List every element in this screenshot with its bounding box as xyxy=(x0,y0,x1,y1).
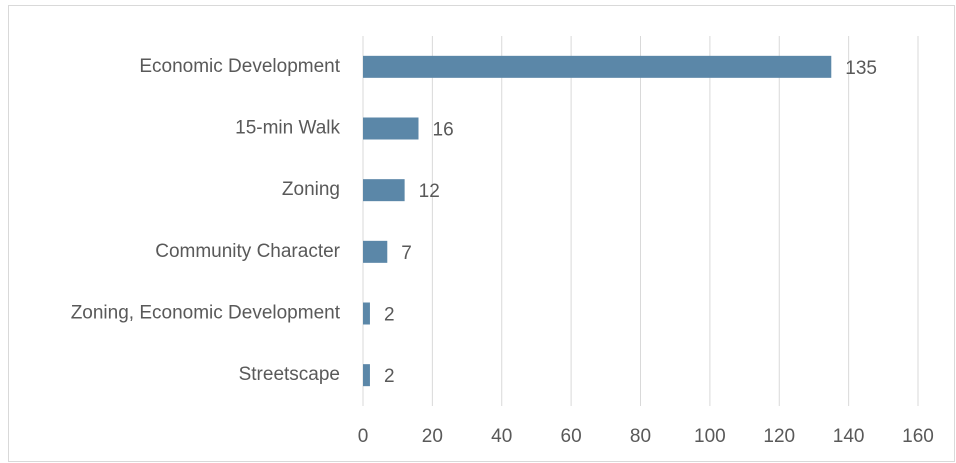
data-label: 2 xyxy=(384,305,395,326)
data-label: 2 xyxy=(384,366,395,387)
x-tick-label: 40 xyxy=(491,426,512,447)
x-tick-label: 100 xyxy=(694,426,726,447)
y-tick-label: 15-min Walk xyxy=(235,118,340,139)
x-tick-label: 20 xyxy=(422,426,443,447)
y-tick-label: Community Character xyxy=(155,241,340,262)
bar xyxy=(363,179,405,202)
x-tick-label: 60 xyxy=(561,426,582,447)
y-tick-label: Streetscape xyxy=(239,364,340,385)
data-label: 12 xyxy=(419,181,440,202)
y-tick-label: Economic Development xyxy=(139,56,340,77)
x-tick-label: 140 xyxy=(833,426,865,447)
y-tick-label: Zoning xyxy=(282,179,340,200)
bar xyxy=(363,302,370,325)
y-tick-label: Zoning, Economic Development xyxy=(71,303,341,324)
data-label: 7 xyxy=(401,243,412,264)
data-label: 135 xyxy=(845,58,877,79)
x-tick-label: 0 xyxy=(358,426,369,447)
x-tick-label: 120 xyxy=(763,426,795,447)
bar xyxy=(363,364,370,387)
data-label: 16 xyxy=(433,120,454,141)
bar xyxy=(363,55,832,78)
bar xyxy=(363,117,419,140)
x-tick-label: 80 xyxy=(630,426,651,447)
x-tick-label: 160 xyxy=(902,426,934,447)
bar xyxy=(363,240,388,263)
chart-frame xyxy=(8,5,955,462)
